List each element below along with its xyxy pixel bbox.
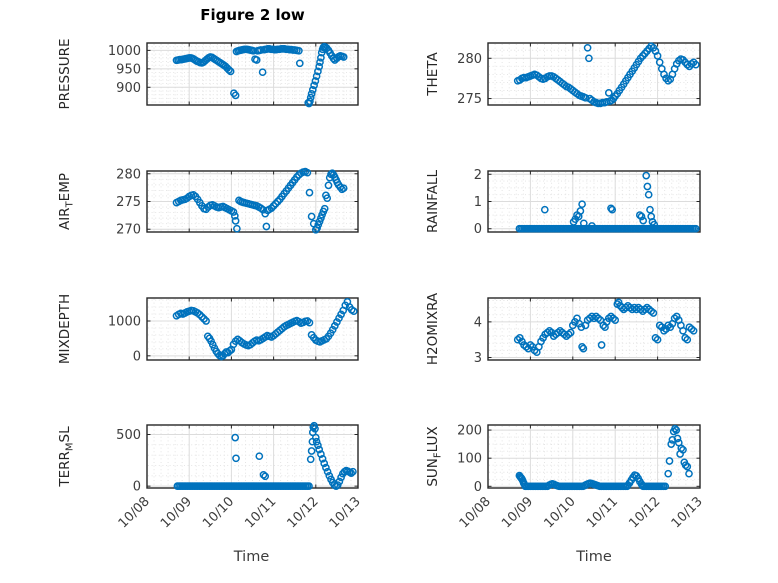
svg-text:10/08: 10/08 — [457, 494, 494, 531]
subplot-terr-msl: 0 500 TERRMSL 10/08 10/09 10/10 10/11 10/12 10/1… — [57, 421, 364, 531]
y-axis-label: SUNFLUX — [425, 426, 444, 486]
minor-grid — [489, 44, 699, 104]
svg-text:0: 0 — [474, 480, 482, 495]
y-axis-label: PRESSURE — [57, 39, 73, 110]
y-axis-label: TERRMSL — [57, 426, 76, 488]
svg-text:10/13: 10/13 — [327, 494, 364, 531]
figure-title: Figure 2 low — [200, 6, 305, 24]
svg-text:280: 280 — [457, 52, 482, 67]
svg-text:1000: 1000 — [108, 314, 141, 329]
subplot-sun-flux: 0 100 200 SUNFLUX 10/08 10/09 10/10 10/11 10/12 1… — [425, 424, 706, 532]
axes-box — [487, 297, 701, 361]
svg-text:10/09: 10/09 — [499, 494, 536, 531]
x-tick-labels: 10/08 10/09 10/10 10/11 10/12 10/13 — [116, 494, 364, 531]
y-axis-label: MIXDEPTH — [57, 294, 73, 364]
svg-text:10/12: 10/12 — [626, 494, 663, 531]
svg-text:1: 1 — [474, 195, 482, 210]
svg-text:10/08: 10/08 — [116, 494, 153, 531]
minor-grid — [148, 299, 357, 359]
y-tick-labels: 275 280 — [457, 52, 482, 107]
svg-text:500: 500 — [116, 428, 141, 443]
scatter-markers — [515, 424, 693, 491]
svg-text:950: 950 — [116, 62, 141, 77]
svg-text:10/09: 10/09 — [158, 494, 195, 531]
svg-text:10/12: 10/12 — [285, 494, 322, 531]
subplot-air-temp: 270 275 280 AIRTEMP — [57, 167, 359, 238]
y-tick-labels: 0 1000 — [108, 314, 141, 364]
y-axis-label: THETA — [425, 52, 441, 97]
svg-text:10/10: 10/10 — [200, 494, 237, 531]
y-tick-labels: 0 500 — [116, 428, 141, 495]
svg-text:10/11: 10/11 — [584, 494, 621, 531]
svg-text:280: 280 — [116, 167, 141, 182]
y-tick-labels: 900 950 1000 — [108, 44, 141, 96]
y-tick-labels: 270 275 280 — [116, 167, 141, 237]
subplot-mixdepth: 0 1000 MIXDEPTH — [57, 294, 359, 364]
y-axis-label: H2OMIXRA — [425, 292, 441, 365]
y-axis-label: AIRTEMP — [57, 173, 76, 230]
svg-text:900: 900 — [116, 81, 141, 96]
svg-text:10/10: 10/10 — [542, 494, 579, 531]
svg-text:2: 2 — [474, 168, 482, 183]
svg-text:0: 0 — [133, 480, 141, 495]
y-tick-labels: 0 1 2 — [474, 168, 482, 237]
y-axis-label: RAINFALL — [425, 170, 441, 233]
svg-text:100: 100 — [457, 452, 482, 467]
axes-box — [146, 297, 359, 361]
scatter-markers — [172, 42, 348, 108]
x-axis-label-right: Time — [576, 549, 612, 565]
minor-grid — [148, 426, 357, 487]
svg-text:200: 200 — [457, 424, 482, 439]
tick-marks — [146, 171, 359, 232]
svg-text:0: 0 — [474, 222, 482, 237]
svg-text:275: 275 — [116, 195, 141, 210]
scatter-markers — [513, 42, 700, 108]
svg-text:275: 275 — [457, 92, 482, 107]
y-tick-labels: 34 — [474, 315, 482, 366]
scatter-markers — [173, 421, 357, 490]
scatter-markers — [172, 297, 358, 361]
subplot-rainfall: 0 1 2 RAINFALL — [425, 168, 701, 237]
svg-text:3: 3 — [474, 351, 482, 366]
x-tick-labels: 10/08 10/09 10/10 10/11 10/12 10/13 — [457, 494, 706, 531]
svg-text:10/11: 10/11 — [242, 494, 279, 531]
svg-text:10/13: 10/13 — [669, 494, 706, 531]
major-grid — [146, 425, 359, 488]
svg-text:0: 0 — [133, 349, 141, 364]
scatter-markers — [172, 167, 348, 234]
svg-text:270: 270 — [116, 223, 141, 238]
tick-marks — [146, 298, 359, 360]
scatter-markers — [513, 298, 698, 357]
scatter-markers — [515, 171, 700, 233]
svg-text:1000: 1000 — [108, 44, 141, 59]
svg-text:4: 4 — [474, 315, 482, 330]
axes-box — [146, 42, 359, 106]
x-axis-label-left: Time — [233, 549, 270, 565]
subplot-pressure: 900 950 1000 PRESSURE — [57, 39, 359, 110]
tick-marks — [487, 43, 701, 105]
y-tick-labels: 0 100 200 — [457, 424, 482, 495]
subplot-theta: 275 280 THETA — [425, 42, 701, 108]
